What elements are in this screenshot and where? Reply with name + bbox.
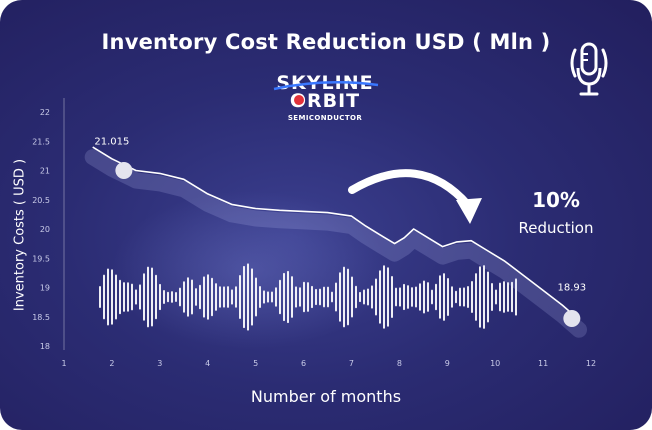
audio-waveform <box>99 263 517 331</box>
y-tick-label: 21.5 <box>32 137 50 146</box>
logo-line-2: ORBIT <box>289 90 361 112</box>
logo-line-3: SEMICONDUCTOR <box>287 114 363 122</box>
reduction-percent: 10% <box>532 188 580 212</box>
series-line <box>92 146 580 321</box>
highlight-point <box>115 162 133 179</box>
logo-swoosh-icon <box>273 81 379 105</box>
x-tick-label: 2 <box>109 359 114 368</box>
y-tick-label: 19.5 <box>32 254 50 263</box>
x-tick-label: 12 <box>586 359 596 368</box>
x-tick-label: 7 <box>349 359 354 368</box>
y-tick-label: 22 <box>40 108 50 117</box>
skyline-orbit-logo: SKYLINE ORBIT SEMICONDUCTOR <box>270 72 380 128</box>
y-tick-group: 18 18.5 19 19.5 20 20.5 21 21.5 22 <box>32 108 50 351</box>
x-tick-group: 1 2 3 4 5 6 7 8 9 10 11 12 <box>61 359 596 368</box>
microphone-icon[interactable] <box>566 40 612 100</box>
highlight-point-group: 21.015 18.93 <box>94 137 586 328</box>
chart-title: Inventory Cost Reduction USD ( Mln ) <box>101 30 551 54</box>
x-tick-label: 3 <box>157 359 162 368</box>
y-tick-label: 20.5 <box>32 196 50 205</box>
x-tick-label: 8 <box>397 359 402 368</box>
x-tick-label: 4 <box>205 359 210 368</box>
y-tick-label: 19 <box>40 284 50 293</box>
x-tick-label: 6 <box>301 359 306 368</box>
x-tick-label: 9 <box>445 359 450 368</box>
point-value-label: 18.93 <box>558 283 587 294</box>
point-value-label: 21.015 <box>94 137 129 148</box>
y-tick-label: 18 <box>40 342 50 351</box>
x-axis-label: Number of months <box>250 387 402 406</box>
x-tick-label: 10 <box>490 359 500 368</box>
y-tick-label: 18.5 <box>32 313 50 322</box>
x-tick-label: 5 <box>253 359 258 368</box>
trend-band <box>84 149 587 338</box>
highlight-point <box>563 310 581 328</box>
x-tick-label: 11 <box>538 359 548 368</box>
y-tick-label: 21 <box>40 167 50 176</box>
y-tick-label: 20 <box>40 225 50 234</box>
x-tick-label: 1 <box>61 359 66 368</box>
reduction-arrow-icon <box>348 169 482 224</box>
reduction-text: Reduction <box>518 219 594 237</box>
